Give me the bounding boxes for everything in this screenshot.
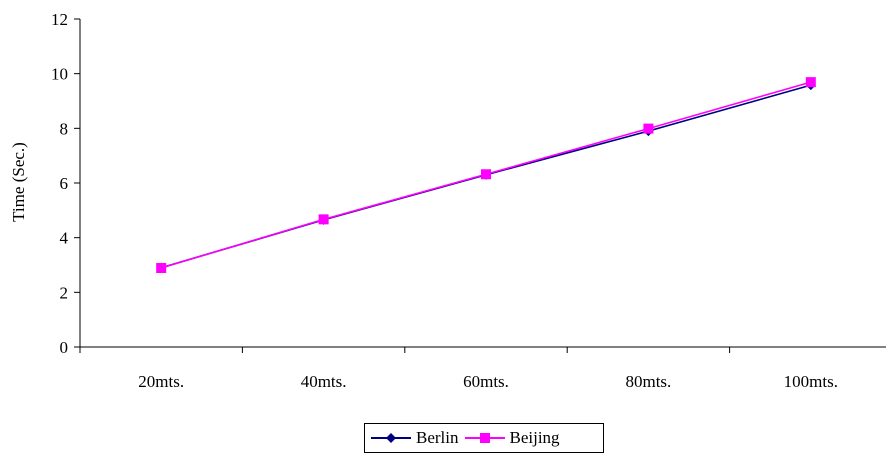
legend: Berlin Beijing bbox=[364, 423, 604, 453]
y-axis-title: Time (Sec.) bbox=[9, 142, 28, 222]
legend-item-beijing: Beijing bbox=[464, 428, 560, 448]
data-point-beijing bbox=[481, 169, 491, 180]
y-tick-label: 4 bbox=[60, 229, 69, 248]
legend-item-berlin: Berlin bbox=[371, 428, 459, 448]
x-tick-label: 60mts. bbox=[463, 372, 509, 391]
data-point-beijing bbox=[156, 263, 167, 274]
y-tick-label: 6 bbox=[60, 174, 69, 193]
series-layer bbox=[156, 77, 816, 274]
x-tick-label: 40mts. bbox=[301, 372, 347, 391]
y-tick-label: 0 bbox=[60, 338, 69, 357]
y-tick-label: 2 bbox=[60, 283, 69, 302]
x-axis-ticks: 20mts. 40mts. 60mts. 80mts. 100mts. bbox=[79, 347, 838, 391]
x-tick-label: 20mts. bbox=[138, 372, 184, 391]
series-beijing bbox=[156, 77, 816, 274]
legend-swatch-beijing bbox=[464, 433, 505, 443]
y-tick-label: 12 bbox=[51, 10, 68, 29]
legend-swatch-berlin bbox=[371, 433, 411, 443]
data-point-beijing bbox=[318, 214, 329, 225]
x-tick-label: 80mts. bbox=[625, 372, 671, 391]
y-tick-label: 10 bbox=[51, 65, 68, 84]
x-tick-label: 100mts. bbox=[784, 372, 838, 391]
legend-label-beijing: Beijing bbox=[509, 428, 560, 447]
legend-label-berlin: Berlin bbox=[416, 428, 459, 447]
data-point-beijing bbox=[643, 123, 654, 134]
axes bbox=[79, 19, 886, 348]
data-point-beijing bbox=[805, 77, 816, 88]
y-axis-ticks: 0 2 4 6 8 10 12 bbox=[51, 10, 80, 357]
y-tick-label: 8 bbox=[60, 119, 69, 138]
